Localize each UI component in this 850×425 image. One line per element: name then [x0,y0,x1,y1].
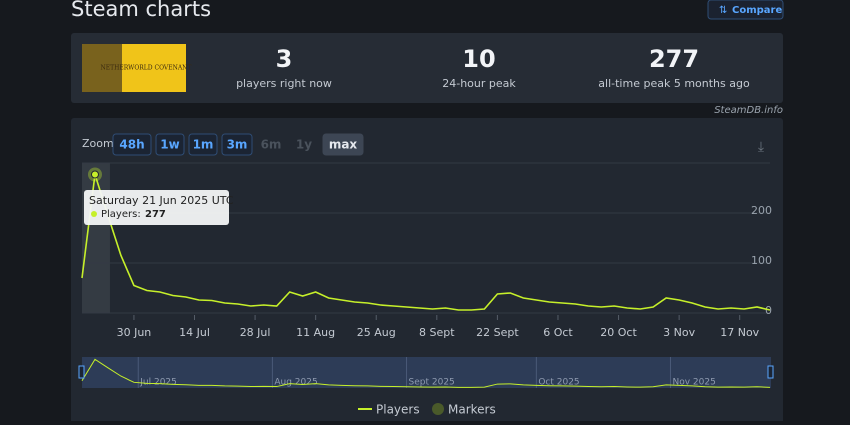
y-tick-label: 100 [751,254,772,267]
x-tick-label: 28 Jul [240,326,271,339]
navigator-label: Jul 2025 [139,378,177,388]
zoom-button[interactable] [221,133,253,156]
navigator-handle[interactable] [78,365,85,379]
hover-band [82,163,110,313]
zoom-option: 1y [296,138,312,152]
x-tick-label: 17 Nov [720,326,759,339]
x-tick-label: 14 Jul [179,326,210,339]
navigator-line [81,358,771,388]
hover-point [90,170,99,179]
zoom-option[interactable]: max [329,138,358,152]
legend-label[interactable]: Players [376,403,420,417]
tooltip [84,190,229,225]
stat-value: 3 [276,45,293,73]
y-tick-label: 200 [751,204,772,217]
navigator [82,357,771,388]
x-tick-label: 25 Aug [357,326,396,339]
compare-label[interactable]: Compare [732,5,782,16]
navigator-label: Nov 2025 [672,378,715,388]
stat-value: 277 [649,45,699,73]
stat-label: all-time peak 5 months ago [598,77,750,90]
legend-marker [432,403,444,415]
game-art [82,44,122,92]
stat-label: 24-hour peak [442,77,516,90]
compare-icon: ⇅ [719,5,727,16]
chart-panel [71,118,783,425]
game-logo: NETHERWORLD COVENANT [101,65,192,72]
zoom-button[interactable] [188,133,218,156]
tooltip-label: Players: [101,209,141,220]
zoom-label: Zoom [82,137,114,150]
page-title: Steam charts [71,0,211,21]
zoom-button[interactable] [112,133,152,156]
navigator-label: Sept 2025 [409,378,455,388]
x-tick-label: 6 Oct [543,326,573,339]
compare-button[interactable] [707,0,784,20]
x-tick-label: 20 Oct [600,326,637,339]
tooltip-title: Saturday 21 Jun 2025 UTC [89,194,234,207]
zoom-option[interactable]: 48h [119,138,144,152]
stat-value: 10 [462,45,495,73]
zoom-option[interactable]: 1w [160,138,179,152]
x-tick-label: 30 Jun [117,326,152,339]
zoom-button[interactable] [155,133,185,156]
zoom-button[interactable] [322,133,364,156]
source: SteamDB.info [714,105,783,116]
navigator-handle[interactable] [767,365,774,379]
x-tick-label: 22 Sept [476,326,519,339]
series-line [81,174,771,311]
stat-label: players right now [236,77,332,90]
tooltip-dot [91,211,97,217]
navigator-label: Aug 2025 [274,378,317,388]
zoom-option: 6m [261,138,282,152]
zoom-option[interactable]: 1m [193,138,214,152]
tooltip-value: 277 [145,209,166,220]
x-tick-label: 3 Nov [663,326,695,339]
legend-label[interactable]: Markers [448,403,496,417]
x-tick-label: 8 Sept [419,326,455,339]
download-icon[interactable]: ⤓ [758,139,764,155]
x-tick-label: 11 Aug [296,326,335,339]
zoom-option[interactable]: 3m [227,138,248,152]
y-tick-label: 0 [765,304,772,317]
stats-panel [71,33,783,103]
navigator-label: Oct 2025 [538,378,579,388]
chart: 3 players right now 10 24-hour peak 277 all-t… [78,45,774,417]
